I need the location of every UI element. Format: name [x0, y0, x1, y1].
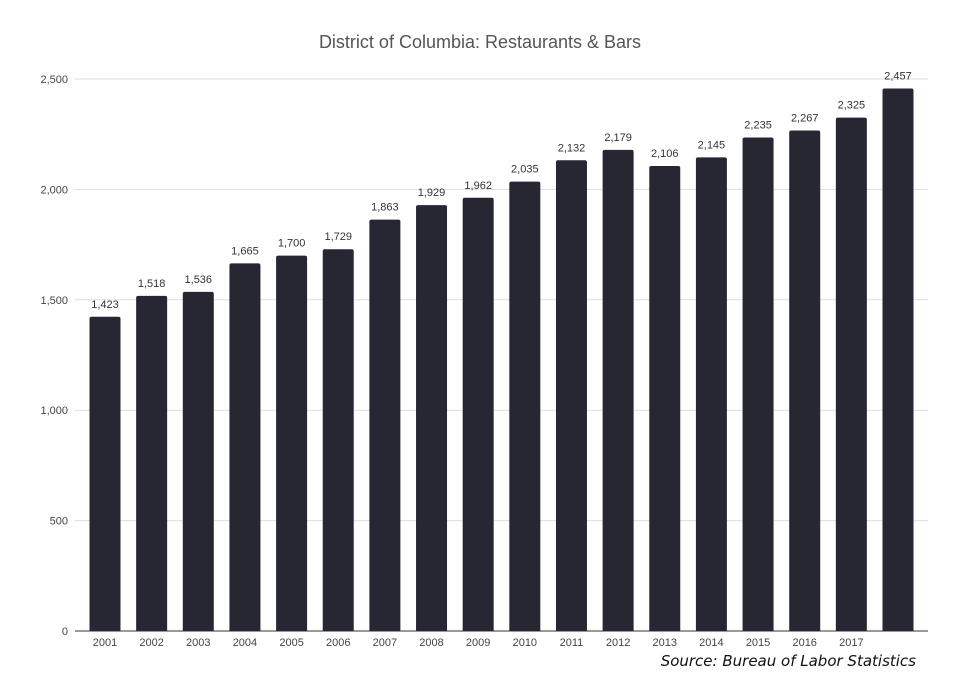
x-tick-label: 2002: [139, 637, 163, 649]
data-label: 1,665: [231, 245, 259, 257]
bar: [835, 117, 867, 631]
bar: [416, 205, 448, 632]
bar: [182, 291, 214, 631]
data-label: 2,132: [558, 142, 586, 154]
data-label: 2,106: [651, 148, 679, 160]
bar: [322, 249, 354, 631]
bar: [276, 255, 308, 631]
data-label: 1,518: [138, 278, 166, 290]
bar: [229, 263, 261, 631]
data-label: 2,235: [744, 120, 772, 132]
y-tick-label: 2,000: [40, 184, 68, 196]
data-label: 1,729: [324, 231, 352, 243]
x-tick-label: 2012: [606, 637, 630, 649]
bar: [742, 137, 774, 631]
bar: [649, 165, 681, 632]
y-tick-label: 500: [50, 516, 68, 528]
x-tick-label: 2010: [513, 637, 537, 649]
x-tick-label: 2006: [326, 637, 350, 649]
x-tick-label: 2015: [746, 637, 770, 649]
x-tick-label: 2007: [373, 637, 397, 649]
data-label: 2,179: [604, 132, 632, 144]
data-label: 1,536: [185, 274, 213, 286]
data-label: 2,457: [884, 70, 912, 82]
x-tick-label: 2011: [560, 637, 584, 649]
bar: [602, 149, 634, 631]
data-label: 1,423: [91, 299, 119, 311]
data-label: 1,863: [371, 202, 399, 214]
data-label: 2,145: [698, 139, 726, 151]
y-tick-label: 2,500: [40, 74, 68, 86]
data-label: 2,325: [838, 100, 866, 112]
y-tick-label: 1,500: [40, 295, 68, 307]
bar: [89, 316, 121, 631]
x-tick-label: 2008: [419, 637, 443, 649]
bar: [509, 181, 541, 631]
x-tick-label: 2016: [792, 637, 816, 649]
data-label: 1,929: [418, 187, 446, 199]
bar: [136, 295, 168, 631]
x-tick-label: 2001: [93, 637, 117, 649]
bar: [555, 160, 587, 631]
x-tick-label: 2005: [279, 637, 303, 649]
x-tick-label: 2014: [699, 637, 723, 649]
bar: [369, 219, 401, 631]
x-tick-label: 2003: [186, 637, 210, 649]
x-tick-label: 2013: [653, 637, 677, 649]
y-tick-label: 1,000: [40, 405, 68, 417]
data-label: 1,962: [464, 180, 492, 192]
x-tick-label: 2009: [466, 637, 490, 649]
bar: [462, 197, 494, 631]
chart-title: District of Columbia: Restaurants & Bars: [319, 32, 641, 52]
bar: [695, 157, 727, 631]
bar: [882, 88, 914, 632]
bar: [789, 130, 821, 631]
x-tick-label: 2017: [839, 637, 863, 649]
y-tick-label: 0: [62, 626, 68, 638]
data-label: 2,035: [511, 164, 539, 176]
source-note: Source: Bureau of Labor Statistics: [660, 652, 916, 670]
data-label: 2,267: [791, 112, 819, 124]
data-label: 1,700: [278, 238, 306, 250]
x-tick-label: 2004: [233, 637, 257, 649]
